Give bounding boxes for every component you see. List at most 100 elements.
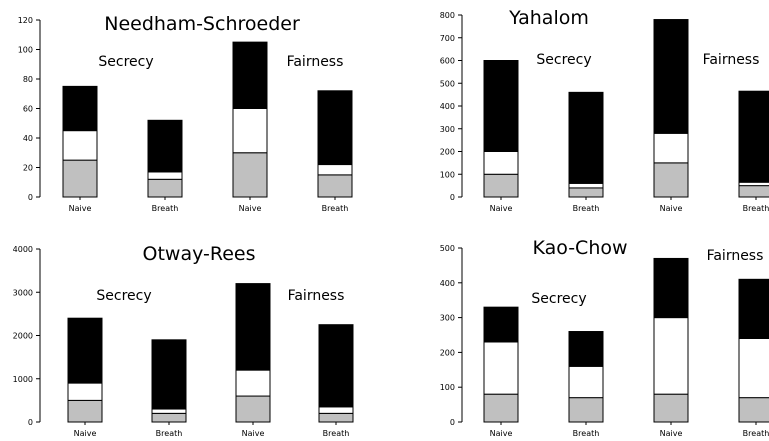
y-tick-label: 80 [23,75,33,84]
y-tick-label: 700 [440,34,455,43]
bar-segment [738,397,769,423]
bar-segment [483,393,519,423]
y-tick-label: 300 [440,125,455,134]
y-tick-label: 0 [450,193,455,202]
bar-segment [232,108,268,154]
y-tick-label: 0 [28,418,33,427]
group-label: Secrecy [531,291,586,307]
x-tick-label: Breath [322,204,349,213]
y-tick-label: 4000 [13,245,33,254]
bar-segment [653,162,689,198]
bar-segment [483,151,519,175]
x-tick-label: Breath [743,429,769,438]
bar-segment [147,178,183,198]
y-tick-label: 500 [440,79,455,88]
bar-segment [317,174,353,198]
y-tick-label: 600 [440,57,455,66]
bar-segment [147,119,183,173]
x-tick-label: Naive [490,429,513,438]
bar-segment [653,19,689,134]
y-tick-label: 100 [440,383,455,392]
x-tick-label: Breath [573,204,600,213]
bar-segment [653,257,689,319]
bar-segment [232,41,268,109]
y-tick-label: 2000 [13,332,33,341]
charts-root: 0 20 40 60 80 100 120 Naive Breath Naive Breath Nee… [13,7,769,438]
x-tick-label: Naive [242,429,265,438]
bar-segment [738,278,769,339]
bar-segment [317,90,353,166]
chart-3: 0 100 200 300 400 500 Naive Breath Naive Breath Ka… [440,237,769,438]
bar-segment [738,181,769,187]
bar-segment [67,317,103,384]
x-tick-label: Breath [156,429,183,438]
bar-segment [483,306,519,343]
bar-segment [151,408,187,414]
bar-segment [483,60,519,152]
bar-segment [653,393,689,423]
y-tick-label: 400 [440,279,455,288]
bar-segment [62,159,98,198]
group-label: Secrecy [98,54,153,70]
chart-title: Kao-Chow [532,237,627,259]
bar-segment [151,412,187,423]
x-tick-label: Breath [152,204,179,213]
y-tick-label: 20 [23,164,33,173]
y-tick-label: 300 [440,314,455,323]
bar-segment [738,337,769,399]
y-tick-label: 120 [18,16,33,25]
group-label: Secrecy [536,52,591,68]
bar-segment [62,85,98,132]
bar-segment [67,399,103,423]
y-tick-label: 40 [23,134,33,143]
bar-segment [147,171,183,180]
y-tick-label: 800 [440,11,455,20]
y-tick-label: 200 [440,348,455,357]
bar-segment [568,397,604,423]
group-label: Secrecy [96,288,151,304]
y-tick-label: 200 [440,148,455,157]
x-tick-label: Naive [69,204,92,213]
bar-segment [653,132,689,164]
bar-segment [318,406,354,414]
bar-segment [232,152,268,198]
group-label: Fairness [703,52,760,68]
bar-segment [235,395,271,423]
bar-segment [483,173,519,198]
bar-segment [62,130,98,161]
bar-segment [568,365,604,399]
y-tick-label: 100 [440,170,455,179]
x-tick-label: Naive [660,204,683,213]
chart-title: Needham-Schroeder [104,13,300,35]
bar-segment [235,283,271,371]
bar-segment [317,164,353,176]
bar-segment [738,90,769,183]
y-tick-label: 3000 [13,288,33,297]
x-tick-label: Naive [660,429,683,438]
x-tick-label: Breath [573,429,600,438]
bar-segment [318,412,354,423]
y-tick-label: 100 [18,46,33,55]
y-tick-label: 60 [23,105,33,114]
y-tick-label: 0 [450,418,455,427]
bar-segment [568,182,604,189]
y-tick-label: 0 [28,193,33,202]
group-label: Fairness [287,54,344,70]
bar-segment [318,324,354,408]
chart-1: 0 100 200 300 400 500 600 700 800 Naive Breath Naiv… [440,7,769,213]
x-tick-label: Breath [743,204,769,213]
chart-title: Otway-Rees [143,243,256,265]
y-tick-label: 1000 [13,375,33,384]
y-tick-label: 400 [440,102,455,111]
bar-segment [568,91,604,184]
x-tick-label: Naive [490,204,513,213]
bar-segment [653,317,689,395]
group-label: Fairness [288,288,345,304]
group-label: Fairness [707,248,764,264]
chart-0: 0 20 40 60 80 100 120 Naive Breath Naive Breath Nee… [18,13,353,213]
bar-segment [483,341,519,395]
bar-segment [568,331,604,367]
bar-segment [738,185,769,198]
x-tick-label: Breath [323,429,350,438]
